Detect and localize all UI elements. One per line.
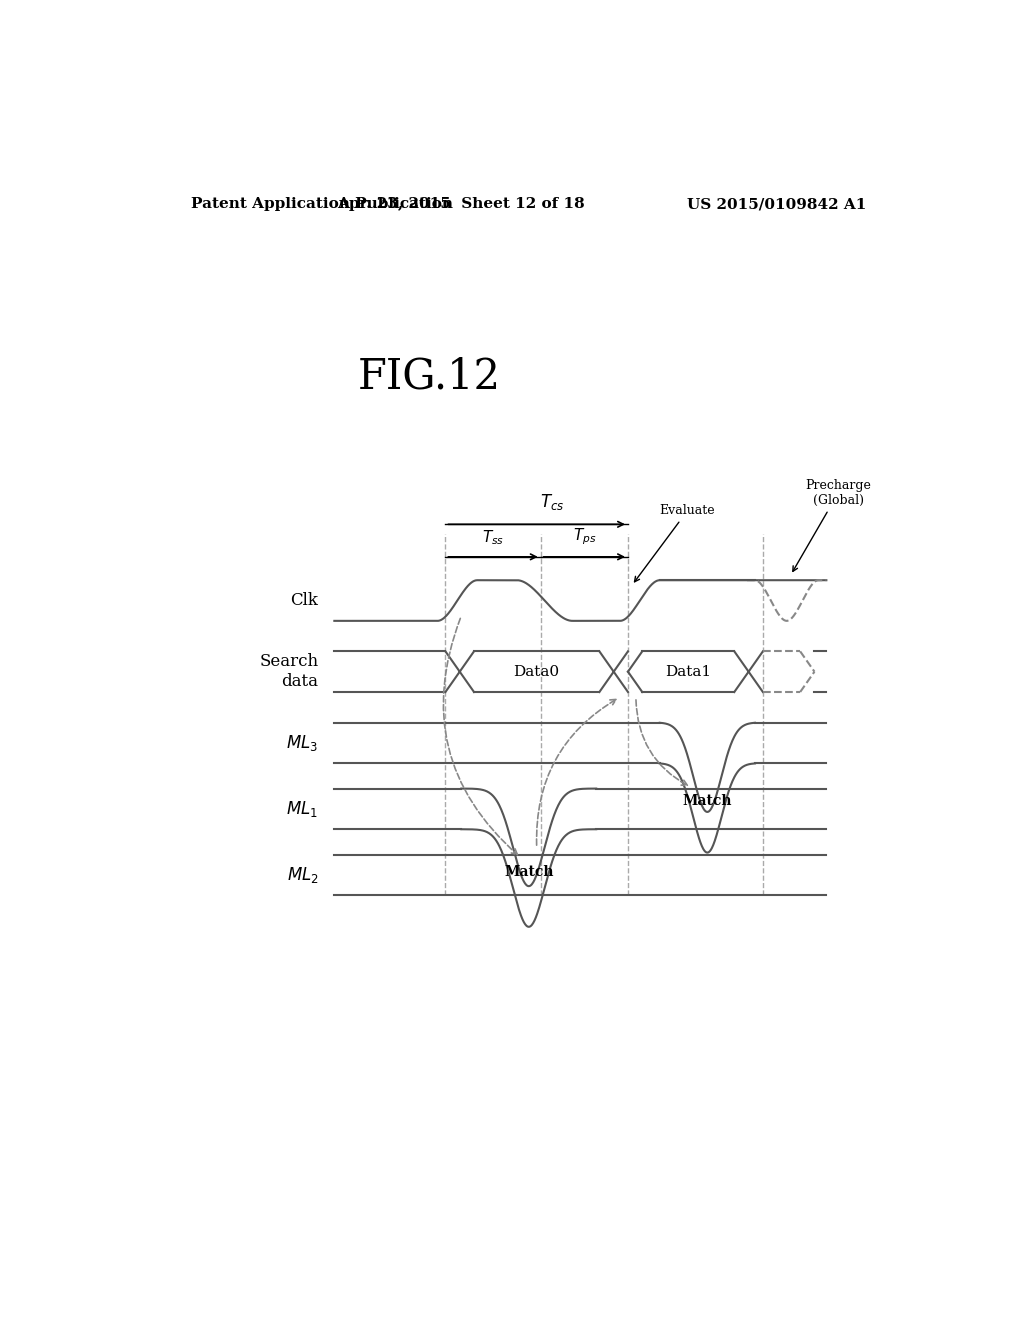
Text: $ML_3$: $ML_3$: [287, 733, 318, 752]
Text: Patent Application Publication: Patent Application Publication: [191, 197, 454, 211]
Text: Match: Match: [504, 866, 554, 879]
Text: Apr. 23, 2015  Sheet 12 of 18: Apr. 23, 2015 Sheet 12 of 18: [338, 197, 585, 211]
Text: Search
data: Search data: [259, 653, 318, 690]
Text: Clk: Clk: [291, 593, 318, 609]
Text: Match: Match: [683, 793, 732, 808]
Text: Evaluate: Evaluate: [635, 504, 716, 582]
Text: Data1: Data1: [666, 665, 712, 678]
Text: $T_{ps}$: $T_{ps}$: [572, 527, 596, 546]
Text: $ML_1$: $ML_1$: [287, 799, 318, 818]
Text: US 2015/0109842 A1: US 2015/0109842 A1: [687, 197, 866, 211]
Text: FIG.12: FIG.12: [358, 356, 501, 397]
Text: $T_{ss}$: $T_{ss}$: [482, 528, 504, 546]
Text: Precharge
(Global): Precharge (Global): [793, 479, 871, 572]
Text: $ML_2$: $ML_2$: [287, 865, 318, 884]
Text: $T_{cs}$: $T_{cs}$: [541, 492, 565, 512]
Text: Data0: Data0: [514, 665, 560, 678]
